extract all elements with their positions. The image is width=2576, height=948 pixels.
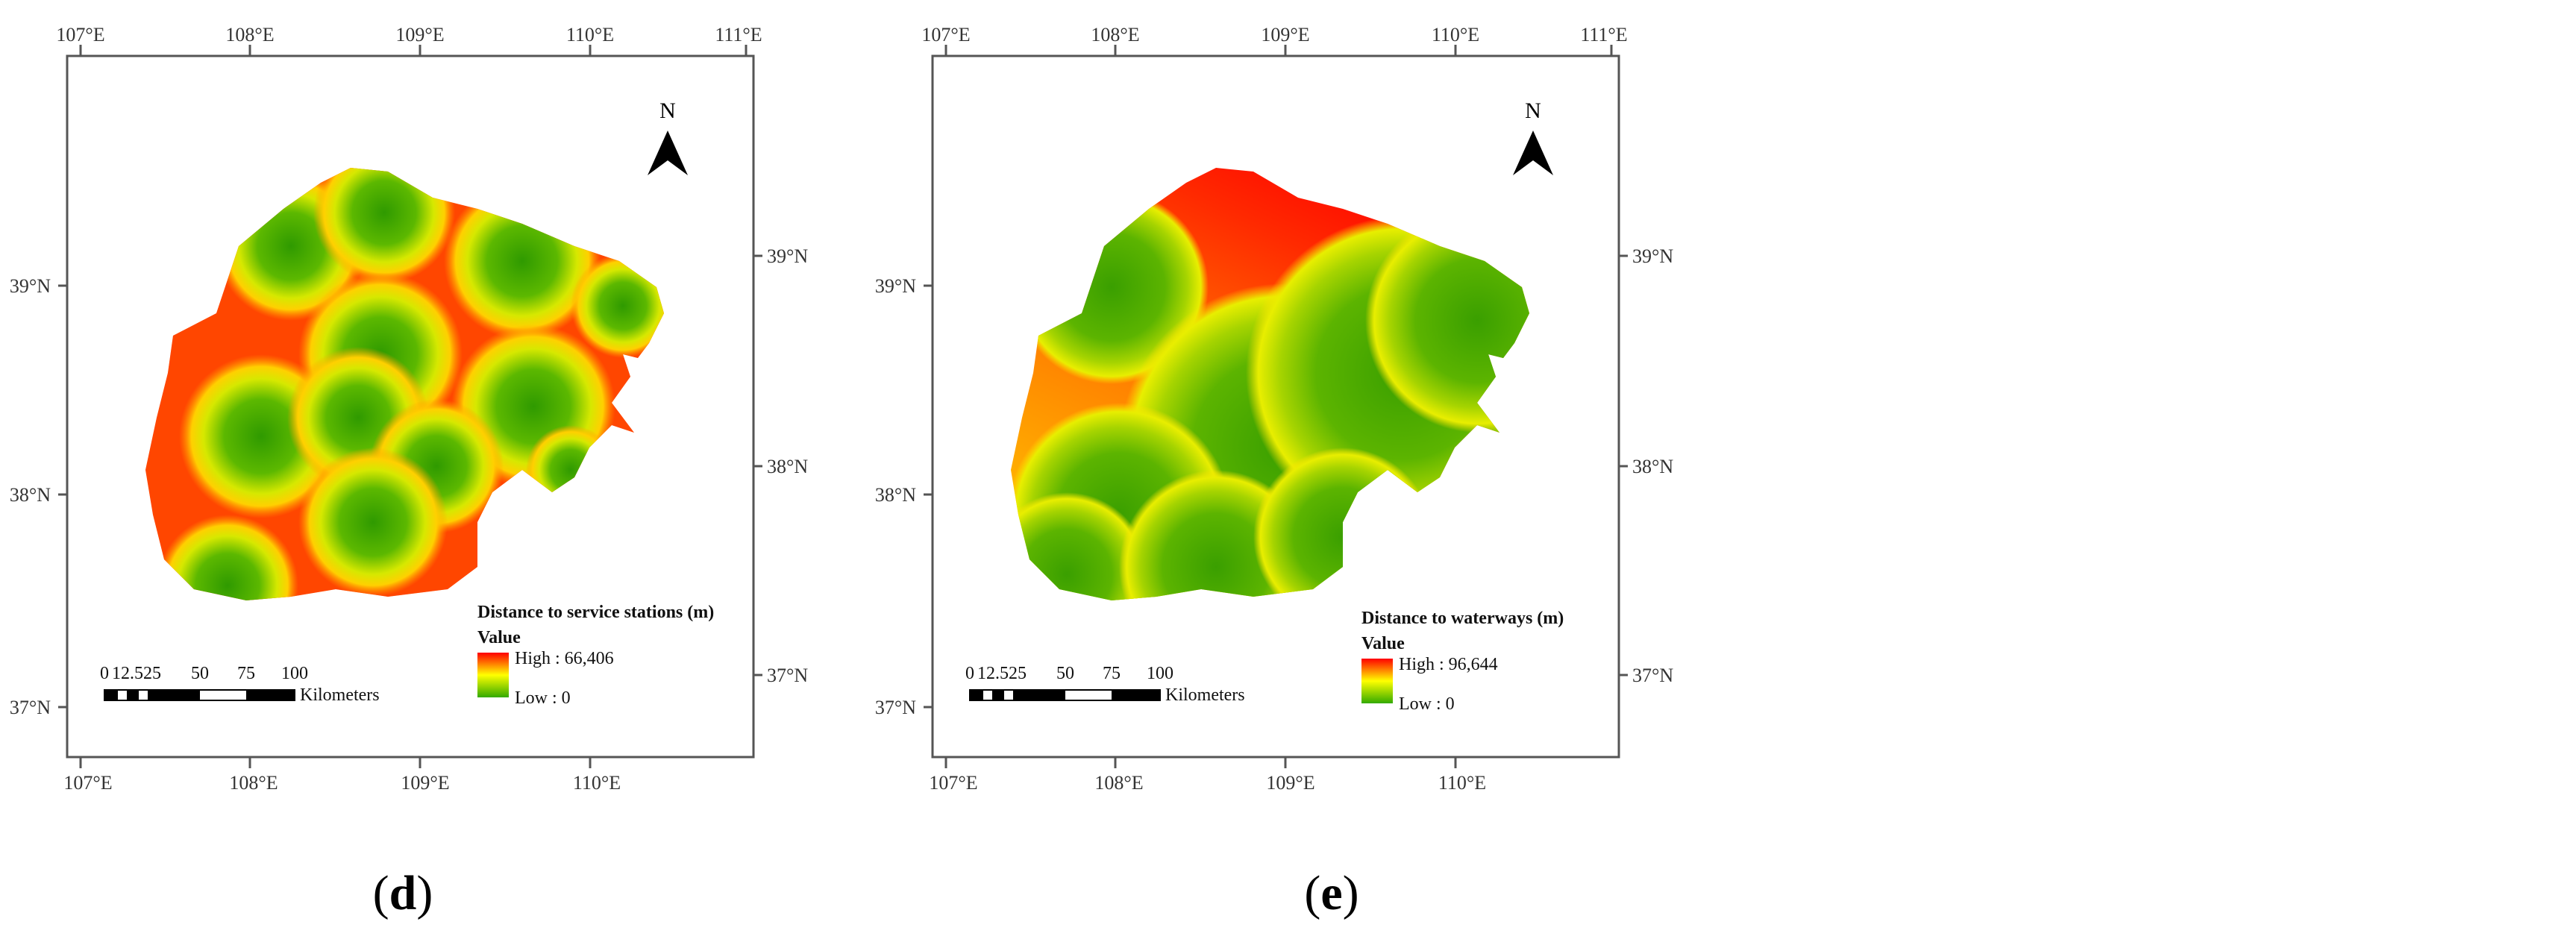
legend-high: High : 66,406 [515,649,614,668]
legend-value-heading: Value [477,628,521,647]
top-lon-label: 110°E [566,24,614,45]
scale-unit: Kilometers [300,685,380,705]
legend-title: Distance to waterways (m) [1361,609,1564,628]
north-arrow-icon: N [648,98,688,175]
legend: Distance to waterways (m) Value High : 9… [1361,609,1564,714]
right-lat-label: 39°N [1632,245,1673,267]
distance-raster-d [145,168,664,600]
top-ticks [924,45,1628,768]
bottom-lon-label: 110°E [1438,772,1486,794]
top-lon-label: 110°E [1432,24,1479,45]
left-lat-label: 37°N [875,697,916,718]
scale-bar: 0 12.525 50 75 100 Kilometers [100,664,380,705]
scale-tick: 75 [1103,664,1121,683]
right-lat-label: 38°N [767,456,808,477]
legend-low: Low : 0 [515,688,571,708]
scale-tick: 0 [965,664,974,683]
scale-tick: 100 [281,664,308,683]
scale-unit: Kilometers [1165,685,1245,705]
top-ticks [58,45,762,768]
top-lon-label: 111°E [715,24,762,45]
top-lon-label: 107°E [56,24,104,45]
map-frame [931,54,1620,759]
bottom-lon-label: 108°E [229,772,278,794]
legend-color-ramp [1361,659,1393,703]
top-lon-label: 108°E [1091,24,1139,45]
right-lat-label: 38°N [1632,456,1673,477]
left-lat-label: 37°N [10,697,51,718]
map-panel-d: 107°E 108°E 109°E 110°E 111°E 107°E 108°… [0,0,865,948]
legend-value-heading: Value [1361,634,1405,653]
map-panel-e: 107°E 108°E 109°E 110°E 111°E 107°E 108°… [865,0,1731,948]
bottom-lon-label: 107°E [929,772,977,794]
bottom-lon-label: 108°E [1094,772,1143,794]
scale-tick: 12.525 [977,664,1027,683]
top-lon-label: 107°E [921,24,970,45]
scale-tick: 12.525 [112,664,161,683]
top-lon-label: 109°E [395,24,444,45]
right-lat-label: 37°N [767,665,808,686]
left-lat-label: 38°N [875,484,916,506]
right-lat-label: 39°N [767,245,808,267]
legend-low: Low : 0 [1399,694,1455,714]
bottom-lon-label: 107°E [63,772,112,794]
panel-label-e: (e) [1304,866,1359,920]
north-arrow-icon: N [1513,98,1553,175]
scale-tick: 75 [237,664,255,683]
legend-high: High : 96,644 [1399,655,1498,674]
left-lat-label: 39°N [10,275,51,297]
scale-bar: 0 12.525 50 75 100 Kilometers [965,664,1245,705]
panel-label-d: (d) [372,866,433,920]
scale-tick: 50 [1056,664,1074,683]
top-lon-label: 109°E [1261,24,1309,45]
north-label: N [1525,98,1541,123]
map-svg-e: 107°E 108°E 109°E 110°E 111°E 107°E 108°… [875,24,1674,794]
top-lon-label: 108°E [225,24,274,45]
distance-raster-e [1011,168,1529,600]
scale-tick: 100 [1147,664,1173,683]
top-lon-label: 111°E [1580,24,1627,45]
right-lat-label: 37°N [1632,665,1673,686]
map-svg-d: 107°E 108°E 109°E 110°E 111°E 107°E 108°… [10,24,809,794]
legend-title: Distance to service stations (m) [477,603,714,622]
scale-tick: 50 [191,664,209,683]
bottom-lon-label: 109°E [1266,772,1314,794]
map-frame [66,54,755,759]
bottom-lon-label: 110°E [573,772,621,794]
legend: Distance to service stations (m) Value H… [477,603,714,708]
legend-color-ramp [477,653,509,697]
left-lat-label: 39°N [875,275,916,297]
north-label: N [659,98,676,123]
left-lat-label: 38°N [10,484,51,506]
scale-tick: 0 [100,664,109,683]
bottom-lon-label: 109°E [401,772,449,794]
